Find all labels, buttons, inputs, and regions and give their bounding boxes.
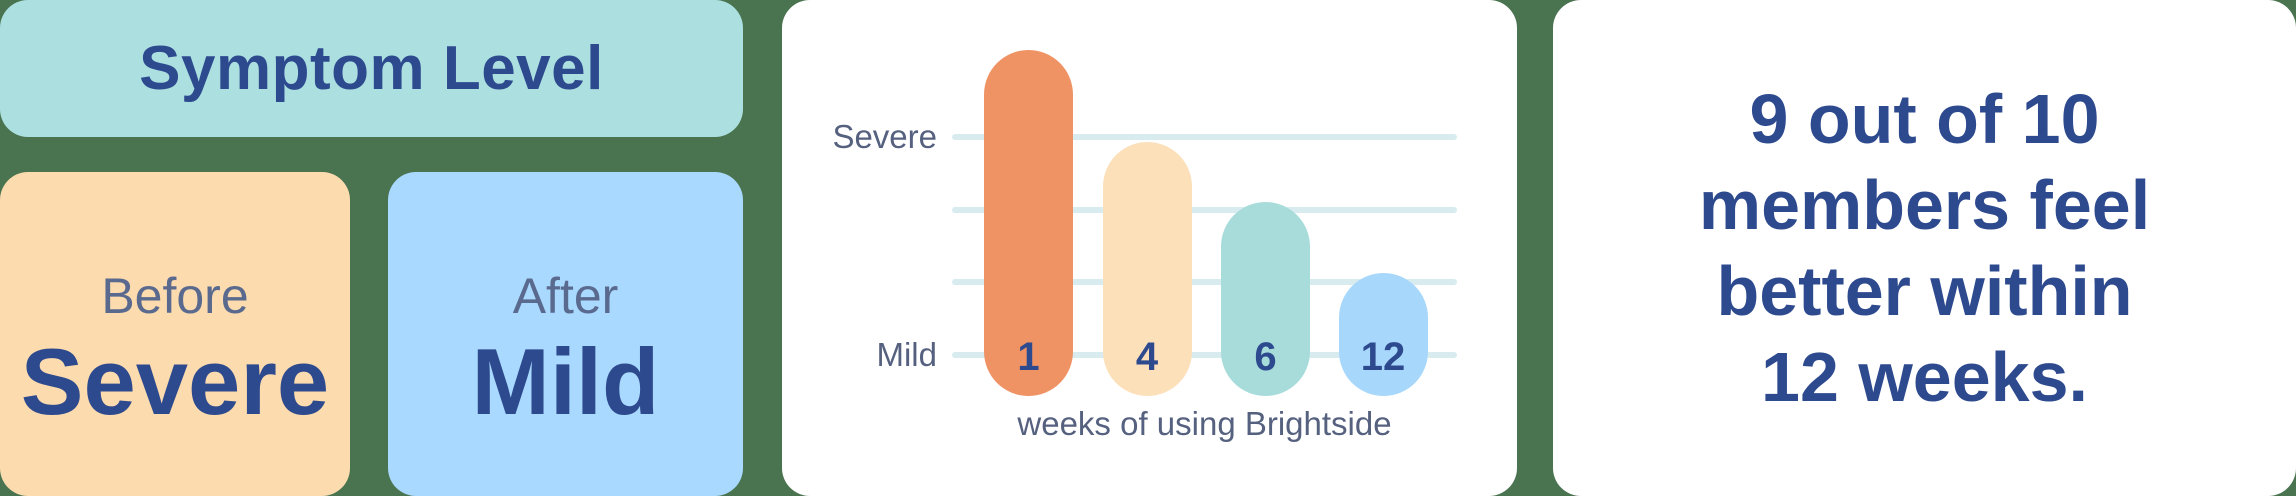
after-value: Mild — [471, 329, 660, 434]
bar-value-label-4: 4 — [1135, 335, 1159, 379]
x-axis-label: weeks of using Brightside — [1017, 405, 1392, 442]
before-label: Before — [101, 268, 249, 324]
bar-value-label-6: 6 — [1254, 335, 1277, 379]
gridline — [952, 279, 1457, 286]
bar-week-12 — [1338, 272, 1428, 396]
stat-text: 9 out of 10 members feel better within 1… — [1699, 76, 2150, 420]
gridline — [952, 352, 1457, 358]
symptom-level-header-card: Symptom Level — [0, 0, 743, 137]
after-card: After Mild — [388, 172, 743, 496]
before-card-content: Before Severe — [0, 172, 350, 496]
gridline — [952, 134, 1457, 140]
stat-line-3: better within — [1716, 252, 2133, 330]
after-card-content: After Mild — [388, 172, 743, 496]
before-value: Severe — [20, 329, 330, 434]
stat-line-2: members feel — [1698, 166, 2151, 244]
bar-value-label-1: 1 — [1017, 335, 1040, 379]
bar-week-1 — [984, 49, 1073, 396]
after-label: After — [512, 268, 619, 324]
symptom-bar-chart: Severe Mild weeks of using Brightside 1 4… — [782, 0, 1517, 496]
before-card: Before Severe — [0, 172, 350, 496]
symptom-chart-card: Severe Mild weeks of using Brightside 1 4… — [782, 0, 1517, 496]
stat-line-4: 12 weeks. — [1761, 338, 2088, 416]
y-axis-label-severe: Severe — [832, 118, 937, 155]
bar-value-label-12: 12 — [1360, 335, 1406, 379]
gridline — [952, 206, 1457, 213]
symptom-level-title: Symptom Level — [139, 34, 604, 103]
bar-week-6 — [1221, 202, 1310, 396]
stat-card: 9 out of 10 members feel better within 1… — [1553, 0, 2296, 496]
y-axis-label-mild: Mild — [876, 336, 937, 373]
bar-week-4 — [1102, 142, 1192, 396]
stat-line-1: 9 out of 10 — [1749, 80, 2100, 158]
